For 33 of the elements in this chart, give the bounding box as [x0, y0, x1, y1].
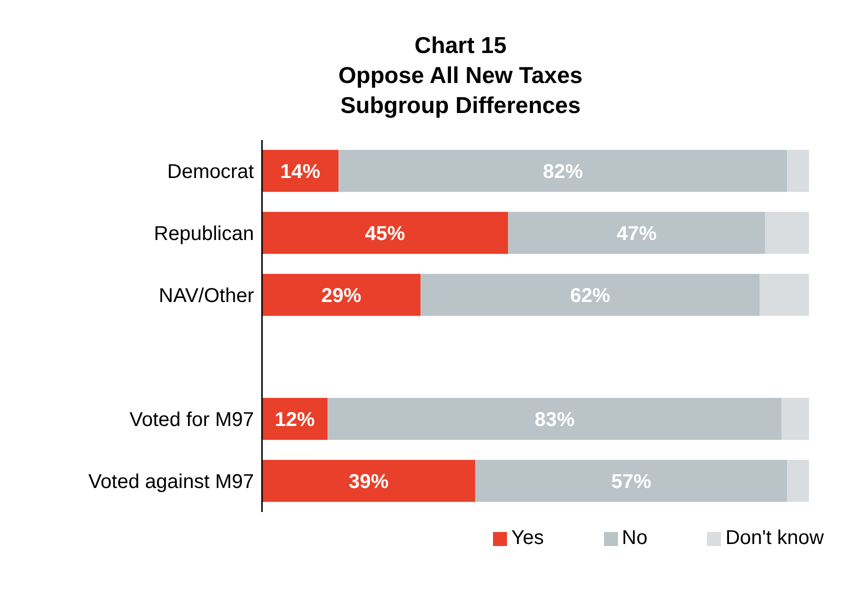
bar	[420, 274, 760, 316]
data-label: 39%	[348, 471, 389, 494]
bar	[262, 150, 339, 192]
data-label: 47%	[616, 223, 657, 246]
y-tick-label: Voted against M97	[88, 471, 254, 494]
bar	[765, 212, 809, 254]
bar	[787, 150, 809, 192]
bar	[262, 274, 421, 316]
bar	[787, 460, 809, 502]
y-tick-label: NAV/Other	[158, 285, 254, 308]
bar	[760, 274, 809, 316]
data-label: 45%	[365, 223, 406, 246]
legend-label: Don't know	[725, 527, 824, 550]
data-label: 82%	[542, 161, 584, 184]
bar	[475, 460, 788, 502]
y-tick-label: Democrat	[167, 161, 254, 184]
bar	[338, 150, 788, 192]
data-label: 29%	[321, 285, 362, 308]
chart-title: Chart 15 Oppose All New Taxes Subgroup Differences	[337, 31, 584, 120]
data-label: 83%	[534, 409, 575, 432]
data-label: 12%	[274, 409, 316, 432]
data-label: 14%	[280, 161, 321, 184]
legend-label: Yes	[511, 527, 544, 550]
bar	[782, 398, 809, 440]
y-tick-label: Republican	[154, 223, 254, 246]
bar	[328, 398, 782, 440]
y-tick-label: Voted for M97	[129, 409, 254, 432]
bar	[262, 460, 476, 502]
bar	[262, 212, 508, 254]
legend-label: No	[622, 527, 648, 550]
data-label: 62%	[570, 285, 610, 308]
bar	[508, 212, 766, 254]
data-label: 57%	[611, 471, 652, 494]
